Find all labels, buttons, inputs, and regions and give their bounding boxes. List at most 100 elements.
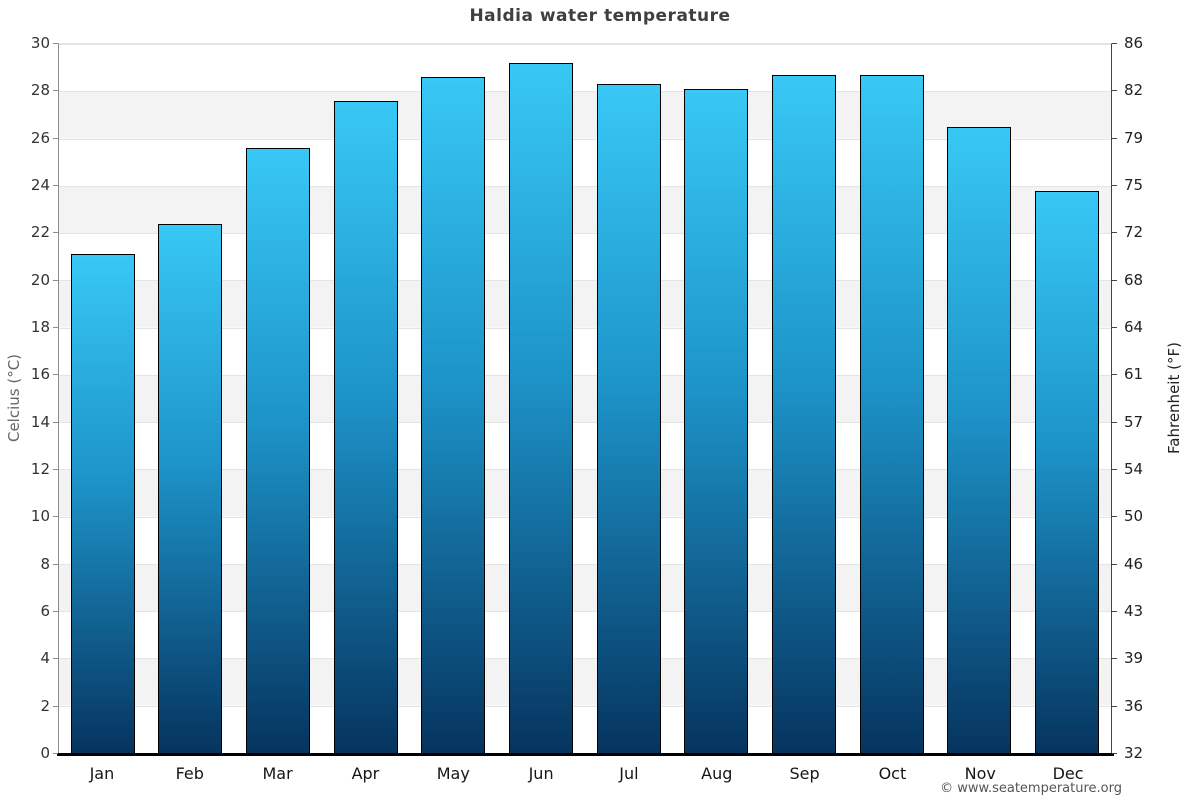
gridline [59, 516, 1111, 518]
y-tick-mark-left [53, 421, 58, 423]
y-tick-mark-left [53, 469, 58, 470]
y-tick-mark-left [53, 374, 58, 376]
bar-slot-apr [322, 44, 410, 753]
y-tick-label-fahrenheit: 72 [1124, 223, 1144, 242]
y-tick-mark-left [53, 43, 58, 44]
y-tick-mark-left [53, 185, 58, 186]
y-tick-label-celsius: 18 [30, 318, 50, 336]
bar-apr [333, 100, 398, 753]
y-tick-label-celsius: 30 [30, 34, 50, 52]
y-tick-label-fahrenheit: 61 [1124, 365, 1144, 384]
bar-oct [859, 74, 924, 753]
y-tick-mark-right [1112, 516, 1117, 518]
bar-jun [509, 62, 574, 753]
y-tick-label-fahrenheit: 43 [1124, 602, 1144, 620]
y-tick-label-fahrenheit: 75 [1124, 176, 1144, 194]
y-tick-label-fahrenheit: 36 [1124, 696, 1144, 715]
y-tick-label-fahrenheit: 68 [1124, 270, 1144, 289]
y-tick-label-fahrenheit: 82 [1124, 81, 1144, 100]
y-tick-mark-right [1112, 90, 1117, 92]
gridline [59, 44, 1111, 45]
x-tick-label-sep: Sep [789, 764, 820, 783]
y-tick-mark-right [1112, 469, 1117, 470]
gridline [59, 327, 1111, 329]
y-tick-mark-right [1112, 421, 1117, 423]
y-tick-label-fahrenheit: 46 [1124, 554, 1144, 573]
y-tick-label-celsius: 6 [40, 602, 50, 620]
bar-slot-sep [760, 44, 848, 753]
y-tick-mark-left [53, 753, 58, 754]
y-tick-mark-left [53, 327, 58, 328]
bar-slot-mar [234, 44, 322, 753]
gridline [59, 469, 1111, 471]
x-tick-label-aug: Aug [701, 764, 733, 783]
y-tick-mark-left [53, 279, 58, 281]
x-tick-label-apr: Apr [351, 764, 380, 783]
y-tick-mark-right [1112, 279, 1117, 281]
y-tick-label-fahrenheit: 79 [1124, 128, 1144, 147]
gridline [59, 280, 1111, 282]
x-axis-line [57, 753, 1114, 756]
y-tick-label-celsius: 28 [30, 81, 50, 100]
y-tick-mark-right [1112, 327, 1117, 328]
y-tick-mark-right [1112, 374, 1117, 376]
gridline [59, 422, 1111, 424]
x-tick-label-nov: Nov [964, 764, 996, 783]
bar-slot-jul [585, 44, 673, 753]
bar-dec [1035, 190, 1100, 753]
bar-slot-jun [497, 44, 585, 753]
bar-feb [158, 223, 223, 753]
bar-mar [246, 148, 311, 753]
y-tick-mark-left [53, 90, 58, 92]
chart-title: Haldia water temperature [469, 6, 731, 26]
bar-slot-aug [673, 44, 761, 753]
y-tick-mark-left [53, 232, 58, 234]
y-tick-label-celsius: 24 [30, 176, 50, 194]
y-tick-mark-left [53, 563, 58, 565]
gridline [59, 91, 1111, 93]
x-tick-label-dec: Dec [1052, 764, 1084, 783]
x-tick-label-jan: Jan [89, 764, 115, 783]
y-tick-mark-right [1112, 705, 1117, 707]
y-tick-mark-left [53, 658, 58, 660]
y-tick-mark-right [1112, 232, 1117, 234]
y-tick-label-celsius: 12 [30, 460, 50, 478]
x-tick-label-jul: Jul [619, 764, 639, 783]
x-tick-label-feb: Feb [175, 764, 204, 783]
bar-jul [596, 84, 661, 753]
copyright-credit: © www.seatemperature.org [940, 781, 1122, 796]
y-tick-label-fahrenheit: 32 [1124, 744, 1144, 762]
y-tick-label-fahrenheit: 50 [1124, 507, 1144, 526]
y-tick-label-celsius: 2 [40, 696, 50, 715]
gridline [59, 374, 1111, 376]
y-tick-mark-left [53, 516, 58, 518]
y-tick-label-celsius: 8 [40, 554, 50, 573]
y-tick-label-celsius: 0 [40, 744, 50, 762]
gridline [59, 705, 1111, 707]
y-tick-mark-right [1112, 658, 1117, 660]
y-tick-mark-right [1112, 43, 1117, 44]
y-tick-label-celsius: 26 [30, 128, 50, 147]
y-tick-mark-left [53, 705, 58, 707]
y-tick-mark-right [1112, 753, 1117, 754]
gridline [59, 658, 1111, 660]
bar-slot-dec [1023, 44, 1111, 753]
y-tick-label-fahrenheit: 64 [1124, 318, 1144, 336]
y-tick-label-celsius: 10 [30, 507, 50, 526]
y-tick-label-celsius: 22 [30, 223, 50, 242]
bar-aug [684, 88, 749, 753]
bar-may [421, 77, 486, 753]
y-tick-mark-left [53, 611, 58, 612]
y-tick-mark-left [53, 137, 58, 139]
bar-slot-nov [936, 44, 1024, 753]
x-tick-label-may: May [436, 764, 470, 783]
plot-area [58, 43, 1112, 753]
gridline [59, 138, 1111, 140]
y-tick-label-fahrenheit: 57 [1124, 412, 1144, 431]
y-tick-mark-right [1112, 611, 1117, 612]
y-tick-label-fahrenheit: 39 [1124, 649, 1144, 668]
y-tick-mark-right [1112, 185, 1117, 186]
y-tick-label-fahrenheit: 86 [1124, 34, 1144, 52]
gridline [59, 185, 1111, 187]
